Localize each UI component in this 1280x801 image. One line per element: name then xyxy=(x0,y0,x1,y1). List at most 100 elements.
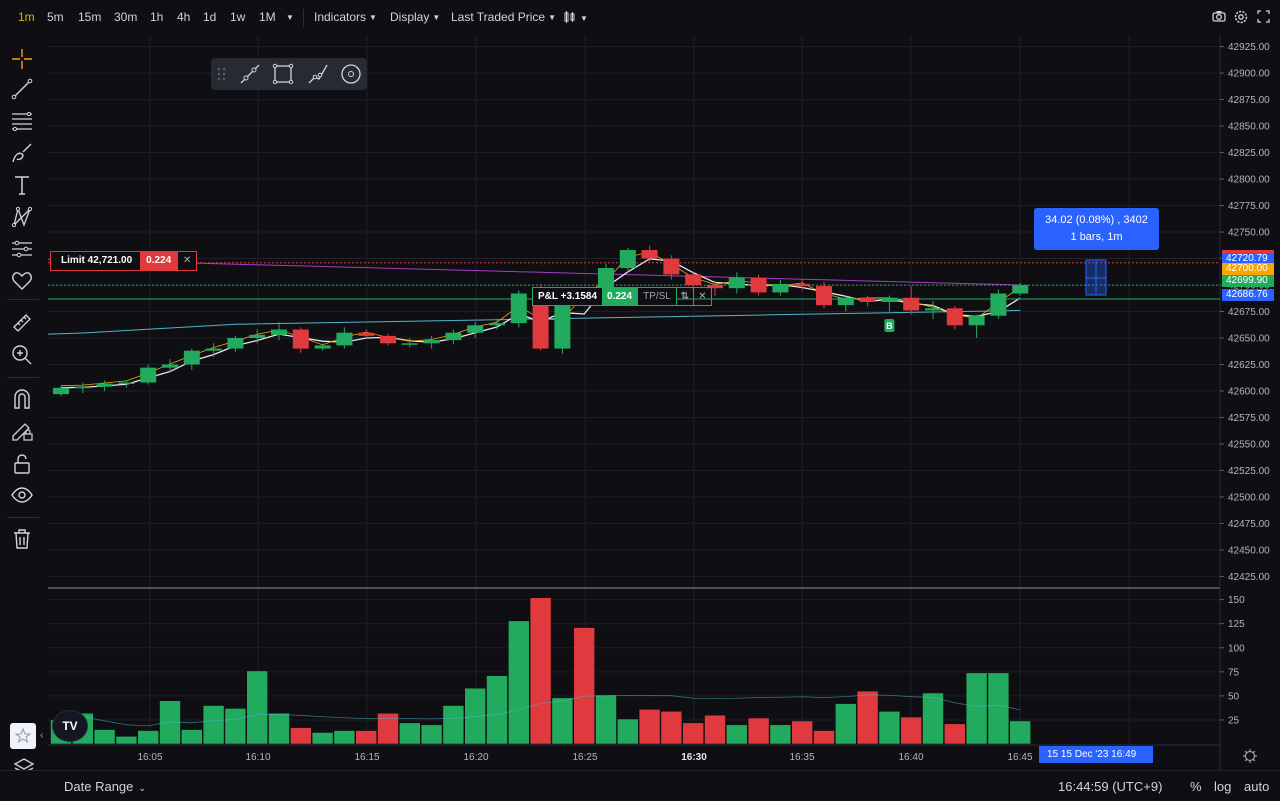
trendline-icon[interactable] xyxy=(10,77,34,101)
candle xyxy=(925,300,941,319)
candle-body xyxy=(227,337,244,349)
fullscreen-icon[interactable] xyxy=(1257,10,1270,26)
ray-icon[interactable] xyxy=(239,63,261,85)
interval-dropdown-icon[interactable]: ▼ xyxy=(286,13,294,22)
buy-marker-badge xyxy=(884,319,895,332)
volume-bar xyxy=(834,703,857,745)
price-tick-label: 42475.00 xyxy=(1228,519,1270,530)
percent-scale-toggle[interactable]: % xyxy=(1190,779,1202,794)
candle xyxy=(1012,282,1029,296)
collapse-sidebar-icon[interactable]: ‹ xyxy=(40,730,44,741)
favorites-button[interactable] xyxy=(10,723,36,749)
auto-scale-toggle[interactable]: auto xyxy=(1244,779,1270,794)
price-axis-label: 42686.76 xyxy=(1222,289,1274,301)
price-tick-label: 42850.00 xyxy=(1228,122,1270,133)
log-scale-toggle[interactable]: log xyxy=(1214,779,1232,794)
interval-15m[interactable]: 15m xyxy=(78,10,102,24)
ruler-icon[interactable] xyxy=(10,311,34,335)
crosshair-icon[interactable] xyxy=(10,47,34,71)
indicators-button[interactable]: Indicators ▼ xyxy=(314,10,377,24)
interval-1h[interactable]: 1h xyxy=(150,10,164,24)
candle xyxy=(837,295,854,312)
candle-body xyxy=(750,277,767,293)
volume-tick-label: 150 xyxy=(1228,595,1245,606)
price-tick-label: 42625.00 xyxy=(1228,360,1270,371)
fib-lines-icon[interactable] xyxy=(10,109,34,133)
path-icon[interactable] xyxy=(307,63,329,85)
candle xyxy=(619,247,636,273)
price-tick-label: 42800.00 xyxy=(1228,175,1270,186)
reverse-arrows-icon[interactable]: ⇅ xyxy=(675,288,693,305)
candle-body xyxy=(707,285,723,289)
volume-bar xyxy=(813,730,835,745)
interval-5m[interactable]: 5m xyxy=(47,10,64,24)
date-range-button[interactable]: Date Range ⌄ xyxy=(64,779,146,794)
brush-icon[interactable] xyxy=(10,141,34,165)
volume-bar xyxy=(704,714,726,745)
candle xyxy=(489,318,505,330)
volume-bar xyxy=(922,692,944,745)
text-icon[interactable] xyxy=(10,173,34,197)
settings-icon[interactable] xyxy=(1234,10,1248,27)
clock-timezone[interactable]: 16:44:59 (UTC+9) xyxy=(1058,779,1163,794)
candle xyxy=(510,290,527,328)
candle xyxy=(881,295,898,312)
bottom-bar: Date Range ⌄ 16:44:59 (UTC+9) % log auto xyxy=(0,770,1280,801)
limit-order-line-label[interactable]: Limit 42,721.00 0.224 ✕ xyxy=(50,251,198,271)
tpsl-button[interactable]: TP/SL xyxy=(637,288,676,305)
price-source-button[interactable]: Last Traded Price ▼ xyxy=(451,10,556,24)
trash-icon[interactable] xyxy=(10,527,34,551)
measure-change: 34.02 (0.08%) , 3402 xyxy=(1045,214,1148,226)
candle xyxy=(859,295,876,307)
candle-body xyxy=(554,295,571,349)
chart-style-button[interactable]: ▼ xyxy=(563,10,588,25)
time-tick-label: 16:40 xyxy=(898,752,923,763)
interval-1w[interactable]: 1w xyxy=(230,10,246,24)
camera-icon[interactable] xyxy=(1212,10,1226,25)
candle-body xyxy=(249,334,266,338)
display-button[interactable]: Display ▼ xyxy=(390,10,440,24)
magnet-icon[interactable] xyxy=(10,387,34,411)
volume-bar xyxy=(464,687,487,745)
interval-4h[interactable]: 4h xyxy=(177,10,191,24)
interval-1d[interactable]: 1d xyxy=(203,10,217,24)
floating-drawing-toolbar[interactable] xyxy=(211,58,367,90)
interval-30m[interactable]: 30m xyxy=(114,10,138,24)
display-label: Display xyxy=(390,10,430,24)
interval-1m[interactable]: 1m xyxy=(18,10,35,24)
volume-bar xyxy=(660,710,683,745)
candle-body xyxy=(183,350,200,365)
candle xyxy=(205,343,222,358)
volume-bar xyxy=(551,697,574,745)
price-tick-label: 42750.00 xyxy=(1228,228,1270,239)
candle xyxy=(750,274,767,296)
eye-icon[interactable] xyxy=(10,483,34,507)
unlock-icon[interactable] xyxy=(10,452,34,476)
rectangle-icon[interactable] xyxy=(272,63,294,85)
sidebar-divider xyxy=(7,299,39,300)
zoom-icon[interactable] xyxy=(10,343,34,367)
candle xyxy=(772,279,789,296)
volume-bar xyxy=(595,694,617,745)
circle-icon[interactable] xyxy=(340,63,362,85)
position-line-label[interactable]: P&L +3.1584 0.224 TP/SL ⇅ ✕ xyxy=(532,287,712,306)
cancel-order-icon[interactable]: ✕ xyxy=(177,252,197,270)
volume-bar xyxy=(747,717,770,745)
candle-body xyxy=(663,258,680,275)
lock-draw-icon[interactable] xyxy=(10,419,34,443)
candle xyxy=(380,333,396,346)
sidebar-divider xyxy=(7,377,39,378)
axis-settings-icon[interactable] xyxy=(1243,749,1257,763)
candle xyxy=(467,322,484,338)
forecast-icon[interactable] xyxy=(10,237,34,261)
price-tick-label: 42525.00 xyxy=(1228,466,1270,477)
candle xyxy=(227,335,244,352)
interval-1M[interactable]: 1M xyxy=(259,10,276,24)
price-tick-label: 42650.00 xyxy=(1228,333,1270,344)
volume-bar xyxy=(333,730,356,745)
drag-handle-icon[interactable] xyxy=(216,63,228,85)
close-position-icon[interactable]: ✕ xyxy=(692,288,711,305)
heart-icon[interactable] xyxy=(10,269,34,293)
pattern-icon[interactable] xyxy=(10,205,34,229)
